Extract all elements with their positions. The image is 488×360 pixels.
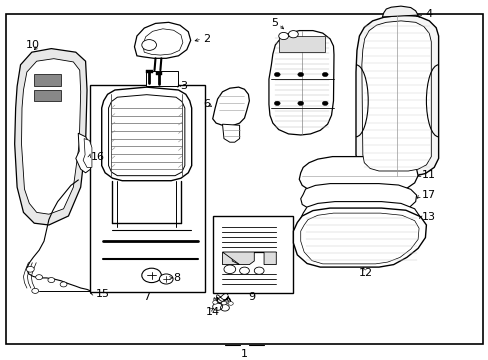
Circle shape	[254, 267, 264, 274]
Polygon shape	[76, 133, 90, 173]
Text: 3: 3	[180, 81, 186, 91]
Text: 16: 16	[90, 152, 104, 162]
Polygon shape	[293, 208, 426, 267]
Circle shape	[297, 72, 303, 77]
Text: 7: 7	[143, 292, 150, 302]
Polygon shape	[361, 21, 430, 171]
Bar	[145, 70, 152, 73]
Polygon shape	[300, 213, 418, 264]
Polygon shape	[299, 202, 419, 237]
Text: 15: 15	[95, 289, 109, 299]
Polygon shape	[268, 31, 333, 135]
Bar	[34, 90, 61, 101]
Bar	[212, 216, 293, 293]
Polygon shape	[300, 184, 416, 212]
Polygon shape	[299, 157, 417, 194]
Circle shape	[239, 267, 249, 274]
Polygon shape	[83, 139, 92, 167]
Circle shape	[322, 72, 327, 77]
Polygon shape	[108, 95, 184, 176]
Polygon shape	[134, 22, 190, 58]
Circle shape	[274, 101, 280, 105]
Polygon shape	[212, 87, 249, 126]
Circle shape	[228, 302, 233, 305]
Text: 5: 5	[271, 18, 278, 28]
Polygon shape	[222, 252, 276, 265]
Circle shape	[322, 101, 327, 105]
Circle shape	[274, 72, 280, 77]
Text: 2: 2	[203, 34, 210, 44]
Polygon shape	[142, 29, 183, 55]
Circle shape	[60, 282, 67, 287]
Circle shape	[212, 301, 217, 304]
Polygon shape	[222, 124, 239, 142]
Circle shape	[297, 101, 303, 105]
Bar	[155, 72, 162, 75]
Text: 17: 17	[421, 190, 435, 200]
Polygon shape	[21, 59, 81, 214]
Text: 4: 4	[425, 9, 432, 19]
Circle shape	[26, 266, 34, 272]
Circle shape	[221, 301, 226, 305]
Text: 12: 12	[358, 268, 372, 278]
Bar	[34, 74, 61, 86]
Circle shape	[278, 32, 288, 40]
Text: 13: 13	[421, 212, 435, 222]
Polygon shape	[102, 87, 191, 181]
Bar	[90, 85, 205, 292]
Polygon shape	[382, 6, 417, 17]
Circle shape	[159, 274, 173, 284]
Circle shape	[142, 40, 156, 50]
Text: 1: 1	[241, 348, 247, 359]
Text: 8: 8	[173, 273, 180, 283]
Text: 14: 14	[205, 307, 219, 318]
Circle shape	[224, 265, 235, 274]
Text: 10: 10	[26, 40, 40, 50]
Polygon shape	[222, 253, 239, 265]
Circle shape	[32, 288, 39, 293]
Polygon shape	[355, 15, 438, 176]
Bar	[145, 71, 177, 86]
Bar	[278, 36, 325, 52]
Circle shape	[48, 278, 55, 283]
Polygon shape	[15, 49, 87, 225]
Text: 9: 9	[248, 292, 255, 302]
Circle shape	[36, 275, 42, 280]
Text: 6: 6	[203, 99, 209, 109]
Text: 11: 11	[421, 170, 435, 180]
Circle shape	[142, 268, 161, 283]
Circle shape	[288, 31, 298, 38]
